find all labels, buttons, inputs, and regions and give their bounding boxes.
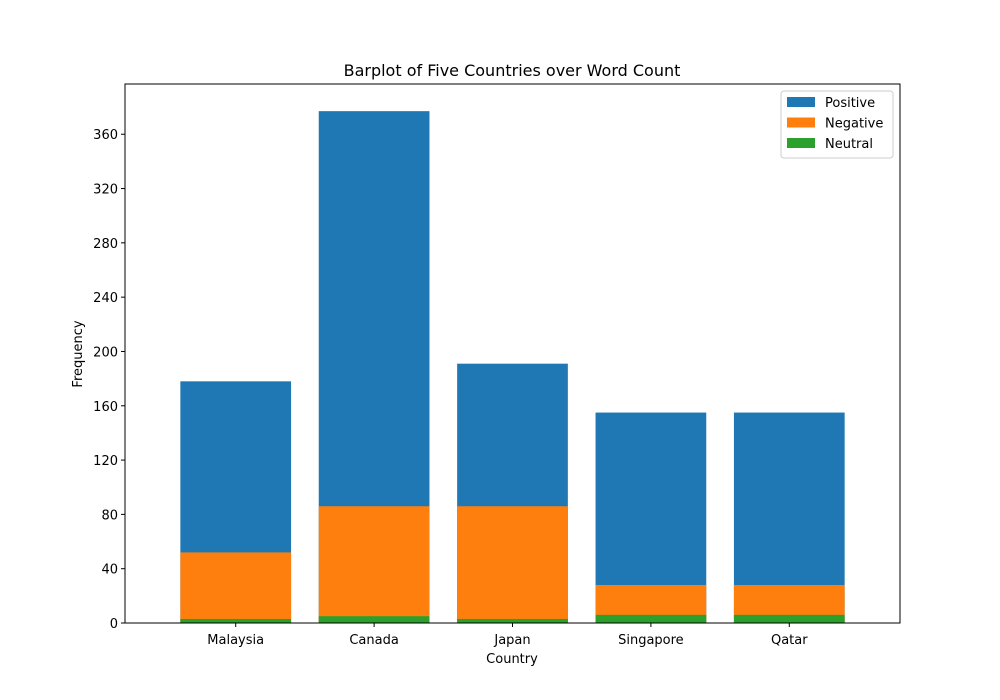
bar-negative-canada: [318, 506, 430, 623]
bar-neutral-singapore: [595, 614, 707, 623]
y-tick-label: 360: [93, 128, 118, 143]
y-tick-label: 40: [101, 563, 118, 578]
x-tick-label: Japan: [493, 633, 530, 648]
y-tick-label: 0: [110, 617, 118, 632]
bar-neutral-malaysia: [180, 618, 292, 623]
legend-swatch-negative: [787, 117, 815, 128]
y-axis: 0 40 80 120 160 200 240 280 320 360: [93, 128, 125, 632]
x-axis-title: Country: [486, 652, 538, 667]
legend-swatch-positive: [787, 97, 815, 107]
y-tick-label: 240: [93, 291, 118, 306]
legend-label-neutral: Neutral: [825, 137, 873, 152]
y-tick-label: 200: [93, 345, 118, 360]
x-axis: Malaysia Canada Japan Singapore Qatar: [207, 623, 808, 648]
bar-negative-malaysia: [180, 552, 292, 623]
y-axis-title: Frequency: [71, 320, 86, 387]
bar-neutral-canada: [318, 616, 430, 623]
y-tick-label: 160: [93, 400, 118, 415]
legend-label-positive: Positive: [825, 96, 875, 111]
y-tick-label: 120: [93, 454, 118, 469]
y-tick-label: 280: [93, 237, 118, 252]
x-tick-label: Malaysia: [207, 633, 264, 648]
x-tick-label: Qatar: [771, 633, 808, 648]
bar-neutral-japan: [457, 618, 568, 623]
x-tick-label: Canada: [349, 633, 398, 648]
legend-swatch-neutral: [787, 138, 815, 148]
chart-title: Barplot of Five Countries over Word Coun…: [344, 61, 681, 80]
y-tick-label: 320: [93, 183, 118, 198]
x-tick-label: Singapore: [618, 633, 684, 648]
legend: Positive Negative Neutral: [780, 90, 894, 159]
y-tick-label: 80: [101, 508, 118, 523]
bar-negative-japan: [457, 506, 568, 623]
bars-group: [180, 111, 845, 624]
bar-neutral-qatar: [733, 614, 845, 623]
legend-label-negative: Negative: [825, 117, 883, 132]
